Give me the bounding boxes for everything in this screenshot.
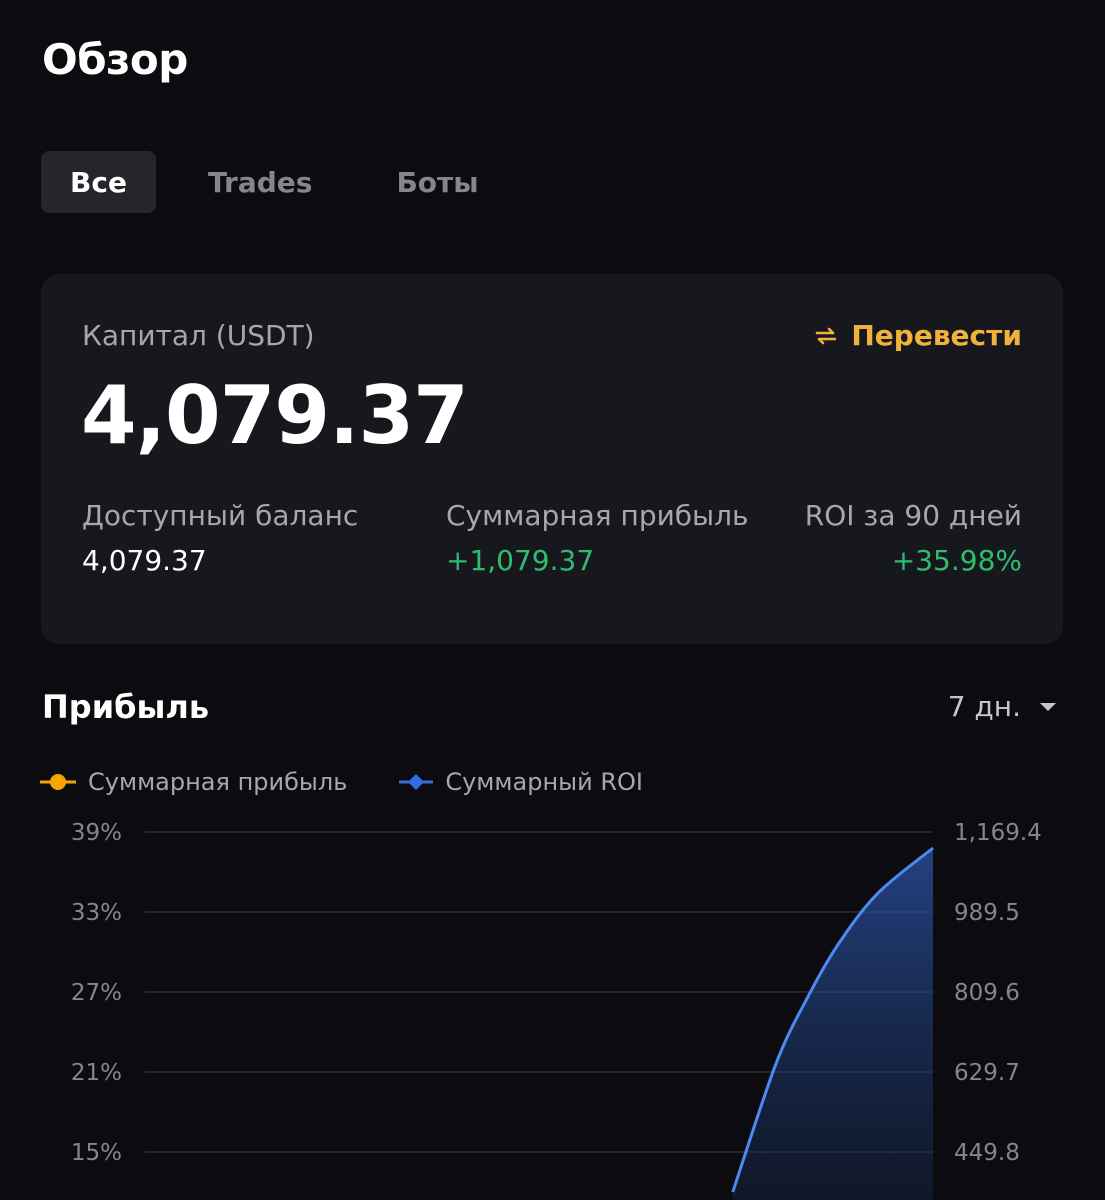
right-tick-label: 989.5 (954, 900, 1020, 926)
capital-card: Капитал (USDT) Перевести 4,079.37 Доступ… (41, 274, 1063, 644)
left-tick-label: 39% (71, 820, 122, 846)
available-balance-label: Доступный баланс (82, 499, 359, 532)
left-tick-label: 15% (71, 1140, 122, 1166)
right-tick-label: 1,169.4 (954, 820, 1042, 846)
capital-value: 4,079.37 (81, 369, 469, 462)
right-tick-label: 449.8 (954, 1140, 1020, 1166)
roi-90-stat: ROI за 90 дней +35.98% (805, 498, 1022, 579)
transfer-label: Перевести (851, 319, 1022, 352)
blue-line-diamond-icon (399, 774, 434, 790)
page-title: Обзор (42, 35, 188, 84)
roi-90-label: ROI за 90 дней (804, 499, 1022, 532)
total-profit-stat: Суммарная прибыль +1,079.37 (446, 498, 749, 579)
right-tick-label: 809.6 (954, 980, 1020, 1006)
tab-all[interactable]: Все (41, 151, 156, 213)
legend-item-roi[interactable]: Суммарный ROI (399, 768, 643, 796)
tab-bots[interactable]: Боты (396, 165, 479, 199)
period-value: 7 дн. (947, 690, 1021, 723)
total-profit-value: +1,079.37 (446, 544, 595, 577)
profit-chart: 39% 33% 27% 21% 15% 1,169.4 989.5 809.6 629.7 44… (71, 820, 1042, 1200)
left-axis: 39% 33% 27% 21% 15% (71, 820, 122, 1166)
chart-grid (145, 831, 933, 1153)
left-tick-label: 21% (71, 1060, 122, 1086)
legend-item-profit[interactable]: Суммарная прибыль (40, 768, 347, 796)
total-profit-label: Суммарная прибыль (446, 499, 749, 532)
available-balance-stat: Доступный баланс 4,079.37 (82, 498, 358, 579)
roi-line (731, 846, 934, 1193)
period-dropdown[interactable]: 7 дн. (948, 686, 1057, 728)
roi-90-value: +35.98% (891, 544, 1022, 577)
available-balance-value: 4,079.37 (82, 544, 207, 577)
legend-label-roi: Суммарный ROI (445, 768, 643, 796)
legend-label-profit: Суммарная прибыль (88, 768, 348, 796)
roi-area (732, 848, 933, 1200)
transfer-arrows-icon (816, 327, 837, 345)
tab-trades[interactable]: Trades (208, 165, 313, 199)
profit-section-title: Прибыль (42, 688, 210, 726)
left-tick-label: 27% (71, 980, 122, 1006)
caret-down-icon (1040, 703, 1056, 711)
right-tick-label: 629.7 (954, 1060, 1020, 1086)
right-axis: 1,169.4 989.5 809.6 629.7 449.8 (954, 820, 1042, 1166)
orange-line-dot-icon (40, 774, 76, 790)
transfer-button[interactable]: Перевести (813, 318, 1022, 354)
chart-legend: Суммарная прибыль Суммарный ROI (40, 768, 643, 796)
capital-label: Капитал (USDT) (82, 319, 315, 352)
tab-bar: Все Trades Боты (41, 151, 479, 213)
left-tick-label: 33% (71, 900, 122, 926)
